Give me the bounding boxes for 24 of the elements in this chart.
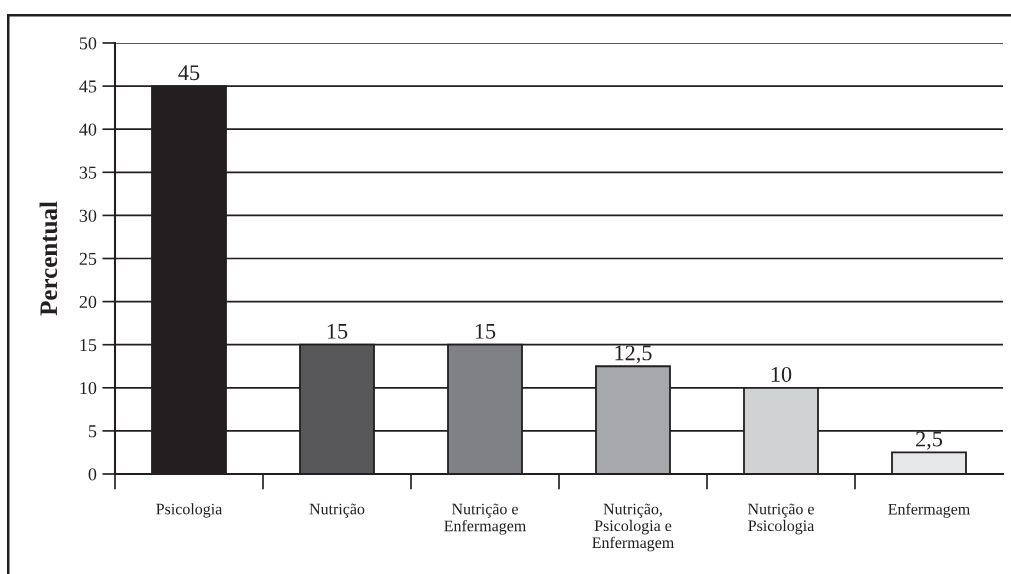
x-tick-label: Nutrição, Psicologia e Enfermagem	[592, 503, 674, 552]
y-tick-label: 25	[79, 252, 97, 265]
x-tick-label: Nutrição e Psicologia	[747, 503, 815, 535]
x-tick-label: Nutrição	[309, 503, 365, 518]
y-tick-label: 15	[80, 339, 97, 352]
data-label: 10	[771, 366, 792, 382]
data-label: 15	[327, 323, 348, 339]
y-axis-title: Percentual	[39, 201, 58, 316]
x-tick-label: Psicologia	[156, 503, 223, 518]
y-tick-label: 50	[79, 37, 97, 50]
y-tick-label: 40	[79, 123, 97, 136]
data-label: 15	[475, 323, 496, 339]
y-tick-label: 20	[79, 295, 97, 309]
y-tick-label: 30	[79, 209, 97, 222]
y-tick-label: 35	[79, 166, 97, 179]
data-label: 2,5	[916, 431, 943, 450]
y-tick-label: 5	[88, 425, 97, 438]
x-tick-label: Enfermagem	[888, 503, 970, 518]
data-label: 12,5	[615, 345, 652, 364]
y-tick-label: 0	[88, 468, 97, 481]
y-tick-label: 10	[80, 382, 97, 395]
y-tick-label: 45	[79, 80, 97, 93]
data-label: 45	[178, 65, 200, 81]
x-tick-label: Nutrição e Enfermagem	[444, 503, 526, 535]
